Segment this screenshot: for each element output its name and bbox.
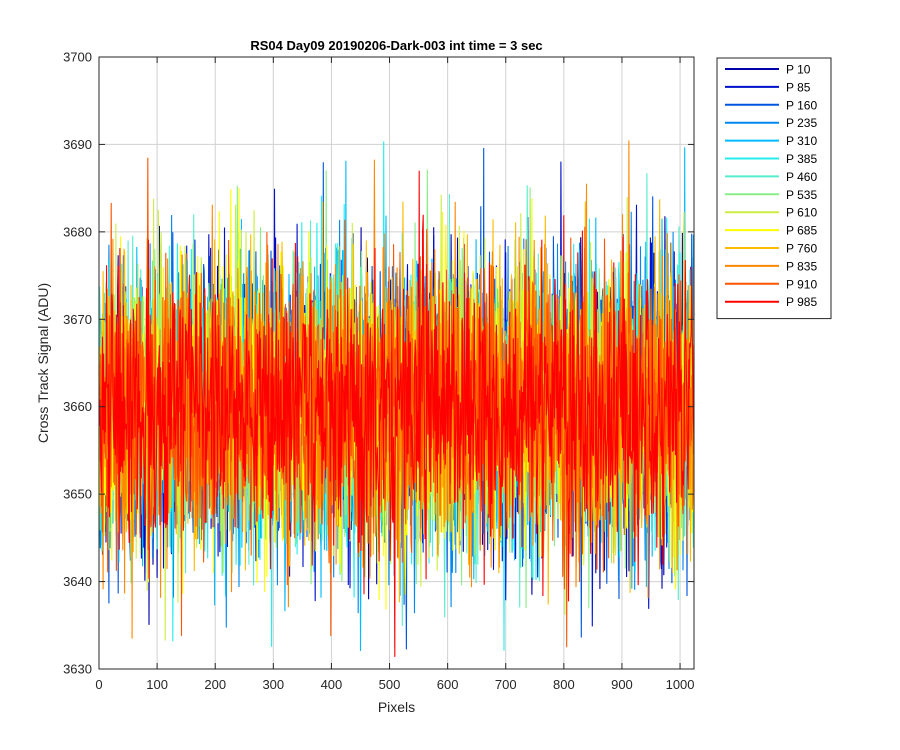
x-tick-label: 200 [204, 677, 226, 692]
x-tick-label: 0 [95, 677, 102, 692]
y-tick-label: 3700 [63, 50, 92, 65]
y-tick-label: 3660 [63, 399, 92, 414]
legend-entry-label: P 835 [786, 259, 817, 273]
axes-box [98, 56, 695, 670]
x-tick-label: 400 [321, 677, 343, 692]
legend-entry-label: P 610 [786, 206, 817, 220]
legend-entry-label: P 85 [786, 80, 811, 94]
y-axis-ticks: 3630 3640 3650 3660 3670 3680 3690 3700 [63, 50, 694, 677]
legend-entry-label: P 760 [786, 242, 817, 256]
x-axis-label: Pixels [378, 699, 415, 715]
x-tick-label: 700 [495, 677, 517, 692]
y-tick-label: 3690 [63, 137, 92, 152]
x-tick-label: 100 [146, 677, 168, 692]
series-line-p985 [99, 170, 694, 657]
legend-entry-label: P 160 [786, 98, 817, 112]
x-tick-label: 1000 [666, 677, 695, 692]
y-tick-label: 3670 [63, 312, 92, 327]
x-tick-label: 600 [437, 677, 459, 692]
legend-entry-label: P 535 [786, 188, 817, 202]
legend-entry-label: P 385 [786, 152, 817, 166]
legend-box [716, 57, 832, 320]
legend-entry-label: P 685 [786, 224, 817, 238]
y-tick-label: 3680 [63, 224, 92, 239]
x-tick-label: 500 [379, 677, 401, 692]
legend-entry-label: P 910 [786, 277, 817, 291]
legend-entry-label: P 310 [786, 134, 817, 148]
y-axis-label: Cross Track Signal (ADU) [35, 283, 51, 443]
legend-entry-label: P 10 [786, 63, 811, 77]
series-layer [99, 140, 694, 657]
axes [98, 56, 695, 670]
series-line-p910 [99, 157, 694, 648]
legend: P 10 P 85 P 160 P 235 P 310 P 385 P 460 P 535 P … [716, 57, 832, 320]
y-tick-label: 3630 [63, 662, 92, 677]
legend-entry-label: P 235 [786, 116, 817, 130]
x-tick-label: 800 [553, 677, 575, 692]
legend-entry-label: P 460 [786, 170, 817, 184]
x-tick-label: 900 [611, 677, 633, 692]
y-tick-label: 3650 [63, 487, 92, 502]
x-axis-ticks: 0 100 200 300 400 500 600 700 800 900 1000 [95, 57, 695, 692]
x-tick-label: 300 [262, 677, 284, 692]
y-tick-label: 3640 [63, 574, 92, 589]
legend-entry-label: P 985 [786, 295, 817, 309]
chart-title: RS04 Day09 20190206-Dark-003 int time = … [250, 38, 542, 53]
